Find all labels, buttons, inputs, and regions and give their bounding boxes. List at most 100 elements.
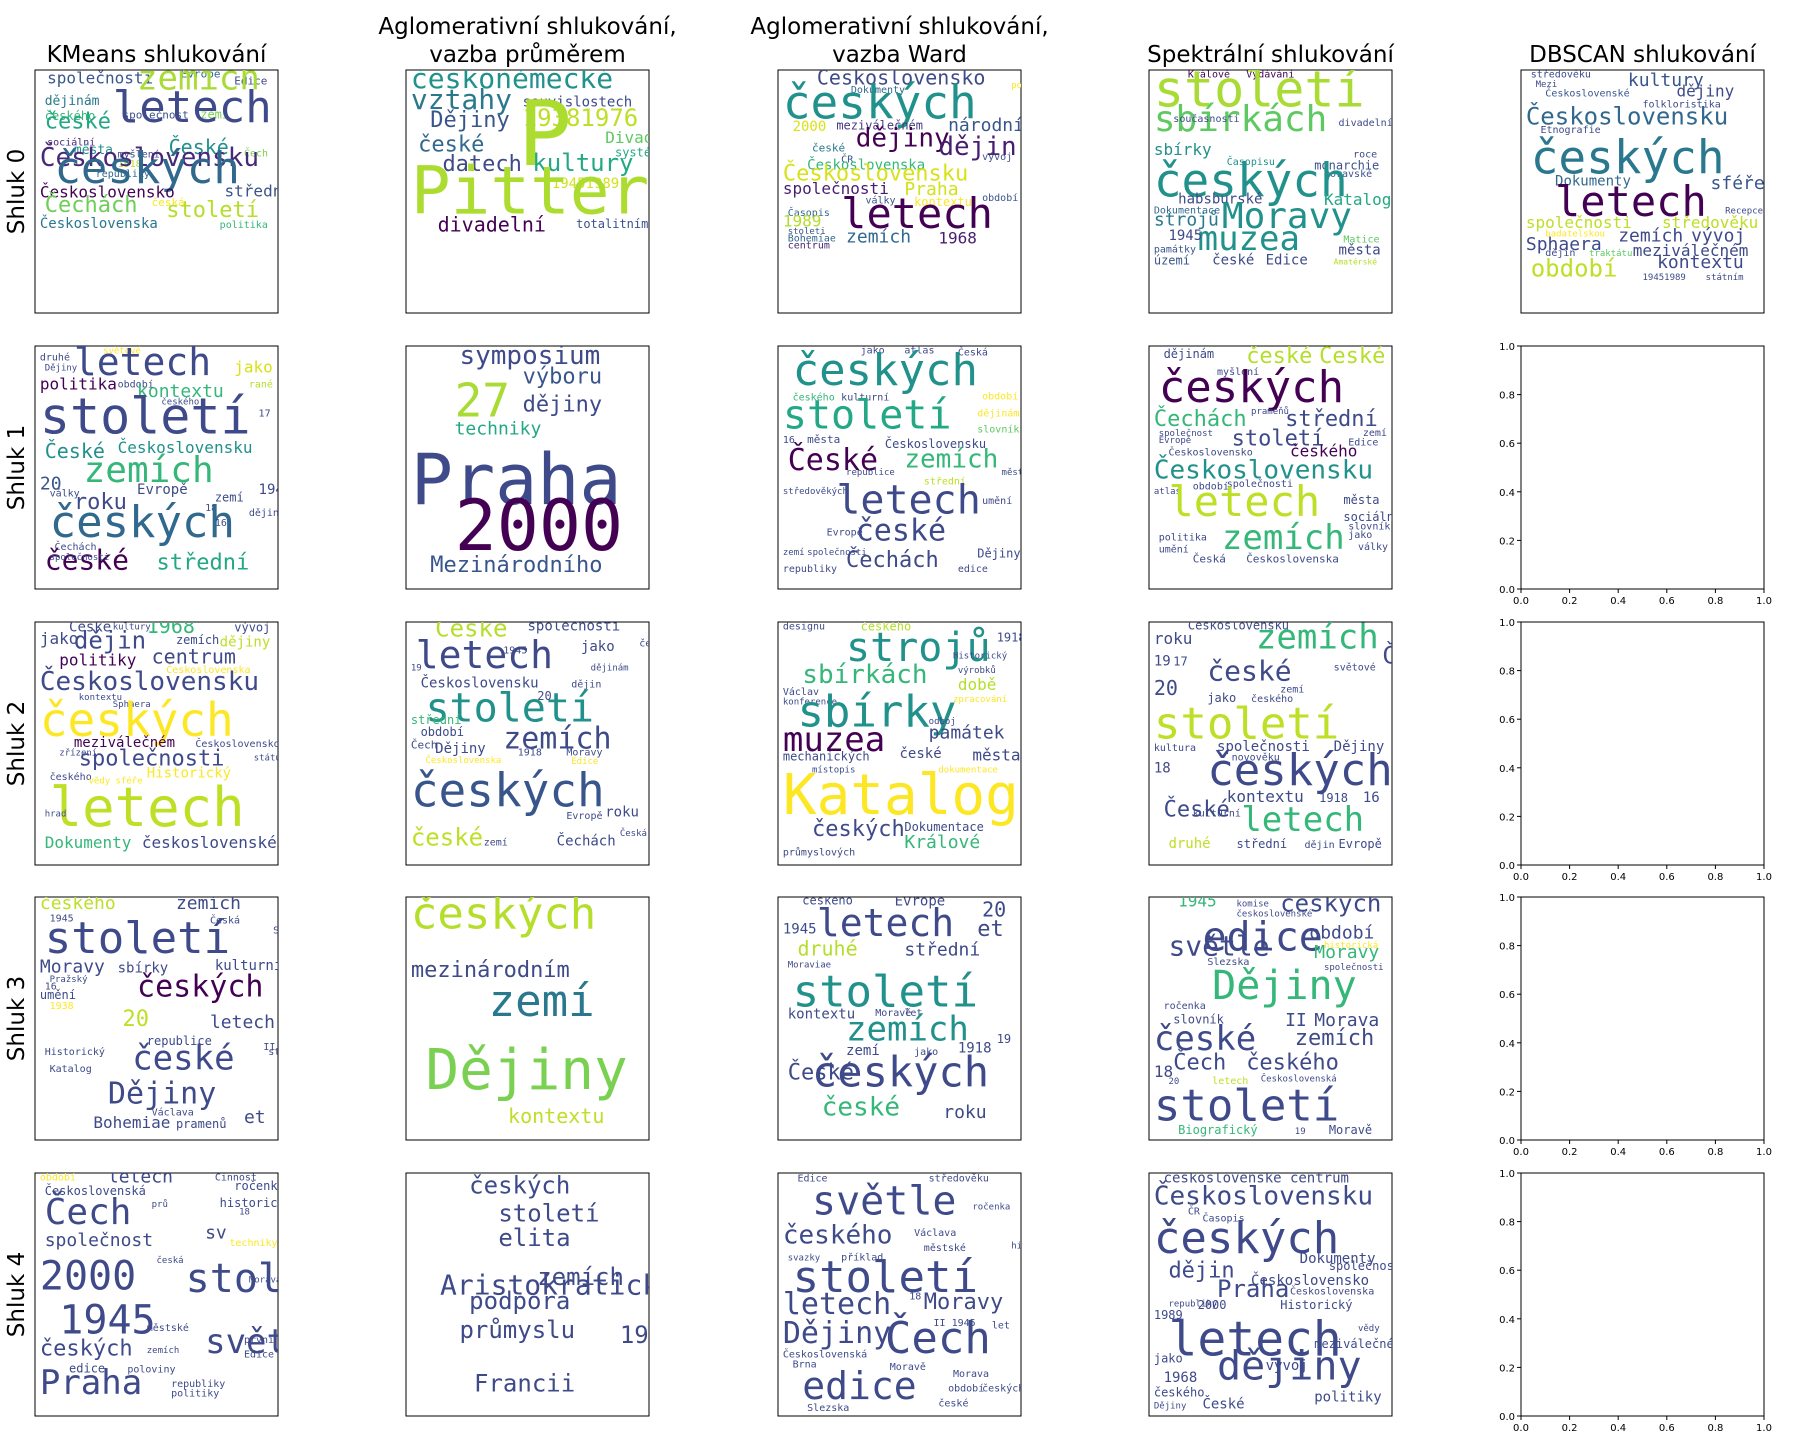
cloud-word: Čechách [557, 832, 616, 850]
cloud-word: 1968 [938, 229, 977, 248]
cloud-word: slovník [977, 423, 1019, 435]
cloud-word: českých [793, 345, 978, 396]
wordcloud: českého zemích 1945 Česká Slezska stoletíMora… [40, 893, 278, 1132]
cloud-word: republice [147, 1034, 212, 1048]
wordcloud-frame [777, 896, 1022, 1141]
cloud-word: Bohemiae [93, 1113, 170, 1132]
cloud-word: společnosti [50, 552, 110, 563]
cloud-word: století [186, 1256, 355, 1302]
cloud-word: stoleti [788, 227, 826, 237]
cloud-word: sociální [47, 136, 95, 148]
cloud-word: 2000 [793, 119, 827, 135]
cloud-word: dějinám [977, 407, 1019, 419]
y-tick-label: 1.0 [1499, 1169, 1515, 1180]
cloud-word: české [1212, 252, 1254, 268]
cloud-word: muzea [783, 720, 885, 760]
cloud-word: Dokumenty [1300, 1251, 1376, 1267]
cloud-word: datech [442, 152, 521, 177]
cloud-word: zemích [1295, 1026, 1374, 1051]
y-tick-label: 0.6 [1499, 439, 1515, 450]
cloud-word: 18 [909, 1291, 921, 1302]
x-tick-label: 0.6 [1659, 596, 1675, 607]
cloud-word: zpracování [953, 695, 1007, 705]
x-tick-label: 0.4 [1610, 1147, 1626, 1158]
column-title-2: vazba Ward [832, 42, 967, 68]
cloud-word: 19451989 [1643, 273, 1686, 283]
panel-r0-c2: Československo politice Dokumentyčeských20… [777, 69, 1022, 314]
x-tick-label: 0.8 [1707, 1423, 1723, 1434]
cloud-word: 1945 [50, 913, 74, 924]
cloud-word: zemích [147, 1346, 180, 1356]
cloud-word: letech [1555, 177, 1707, 226]
cloud-word: Moraviae [788, 960, 831, 970]
cloud-word: 1989 [783, 212, 822, 231]
axes-frame [1520, 345, 1765, 590]
x-tick-label: 0.2 [1562, 1147, 1578, 1158]
cloud-word: období [982, 390, 1018, 402]
cloud-word: ročenka [972, 1201, 1010, 1212]
panel-r2-c4: 0.0 0.2 0.4 0.6 0.8 1.0 0.0 0.2 0.4 0.6 0.8 1.0 [1499, 618, 1772, 883]
column-title-3: Spektrální shlukování [1147, 42, 1394, 68]
cloud-word: meziválečném [836, 119, 923, 133]
cloud-word: rané [249, 378, 273, 390]
cloud-word: 16 [1363, 790, 1380, 806]
cloud-word: společnosti [1329, 1259, 1408, 1273]
cloud-word: průmyslových [783, 846, 855, 858]
cloud-word: Československu [421, 674, 539, 692]
cloud-word: české [45, 109, 111, 134]
cloud-word: zemích [846, 227, 911, 248]
cloud-word: 19 [997, 1032, 1011, 1046]
cloud-word: sbírkách [802, 660, 927, 690]
cloud-word: zemích [846, 1009, 969, 1049]
cloud-word: českých [783, 76, 977, 130]
cloud-word: techniky [455, 419, 542, 440]
cloud-word: české [411, 824, 483, 852]
cloud-word: české [1154, 1019, 1256, 1059]
cloud-word: Amatérské [1334, 256, 1378, 266]
cloud-word: české [822, 1093, 900, 1123]
cloud-word: sbírky [118, 960, 169, 976]
cloud-word: Dějiny [45, 363, 78, 373]
cloud-word: společnost [122, 109, 188, 122]
cloud-word: střední [157, 551, 250, 576]
cloud-word: 18 [205, 503, 217, 514]
cloud-word: 16 [215, 518, 227, 529]
cloud-word: edice [69, 1361, 105, 1375]
cloud-word: první [244, 1334, 274, 1346]
cloud-word: Brna [793, 1359, 817, 1370]
cloud-word: společnosti [79, 746, 225, 771]
cloud-word: umění [982, 495, 1012, 507]
cloud-word: atlas [904, 345, 934, 356]
cloud-word: Československo [40, 183, 175, 202]
cloud-word: letech [817, 901, 954, 945]
column-titles: KMeans shlukování Aglomerativní shlukován… [47, 14, 1757, 68]
cloud-word: Evropě [1159, 436, 1192, 446]
cloud-word: Katalog [1324, 190, 1391, 209]
cloud-word: 16 [45, 981, 57, 992]
x-tick-label: 1.0 [1756, 872, 1772, 883]
cloud-word: Čechách [45, 192, 138, 218]
cloud-word: 19 [1154, 654, 1171, 670]
cloud-word: zemích [137, 58, 260, 98]
wordcloud-frame [777, 621, 1022, 866]
cloud-word: města [1343, 493, 1379, 507]
cloud-word: kontextu [508, 1104, 604, 1128]
cloud-word: Historický [147, 766, 231, 782]
cloud-word: období [1193, 480, 1229, 492]
cloud-word: zřízení [59, 749, 97, 759]
cloud-word: atlas [1154, 487, 1181, 497]
cloud-word: jako [40, 629, 79, 648]
cloud-word: českého [40, 893, 116, 914]
cloud-word: české [1207, 654, 1291, 687]
wordcloud-frame [34, 896, 279, 1141]
cloud-word: století [1154, 60, 1365, 118]
cloud-word: Dějiny [1212, 963, 1357, 1009]
